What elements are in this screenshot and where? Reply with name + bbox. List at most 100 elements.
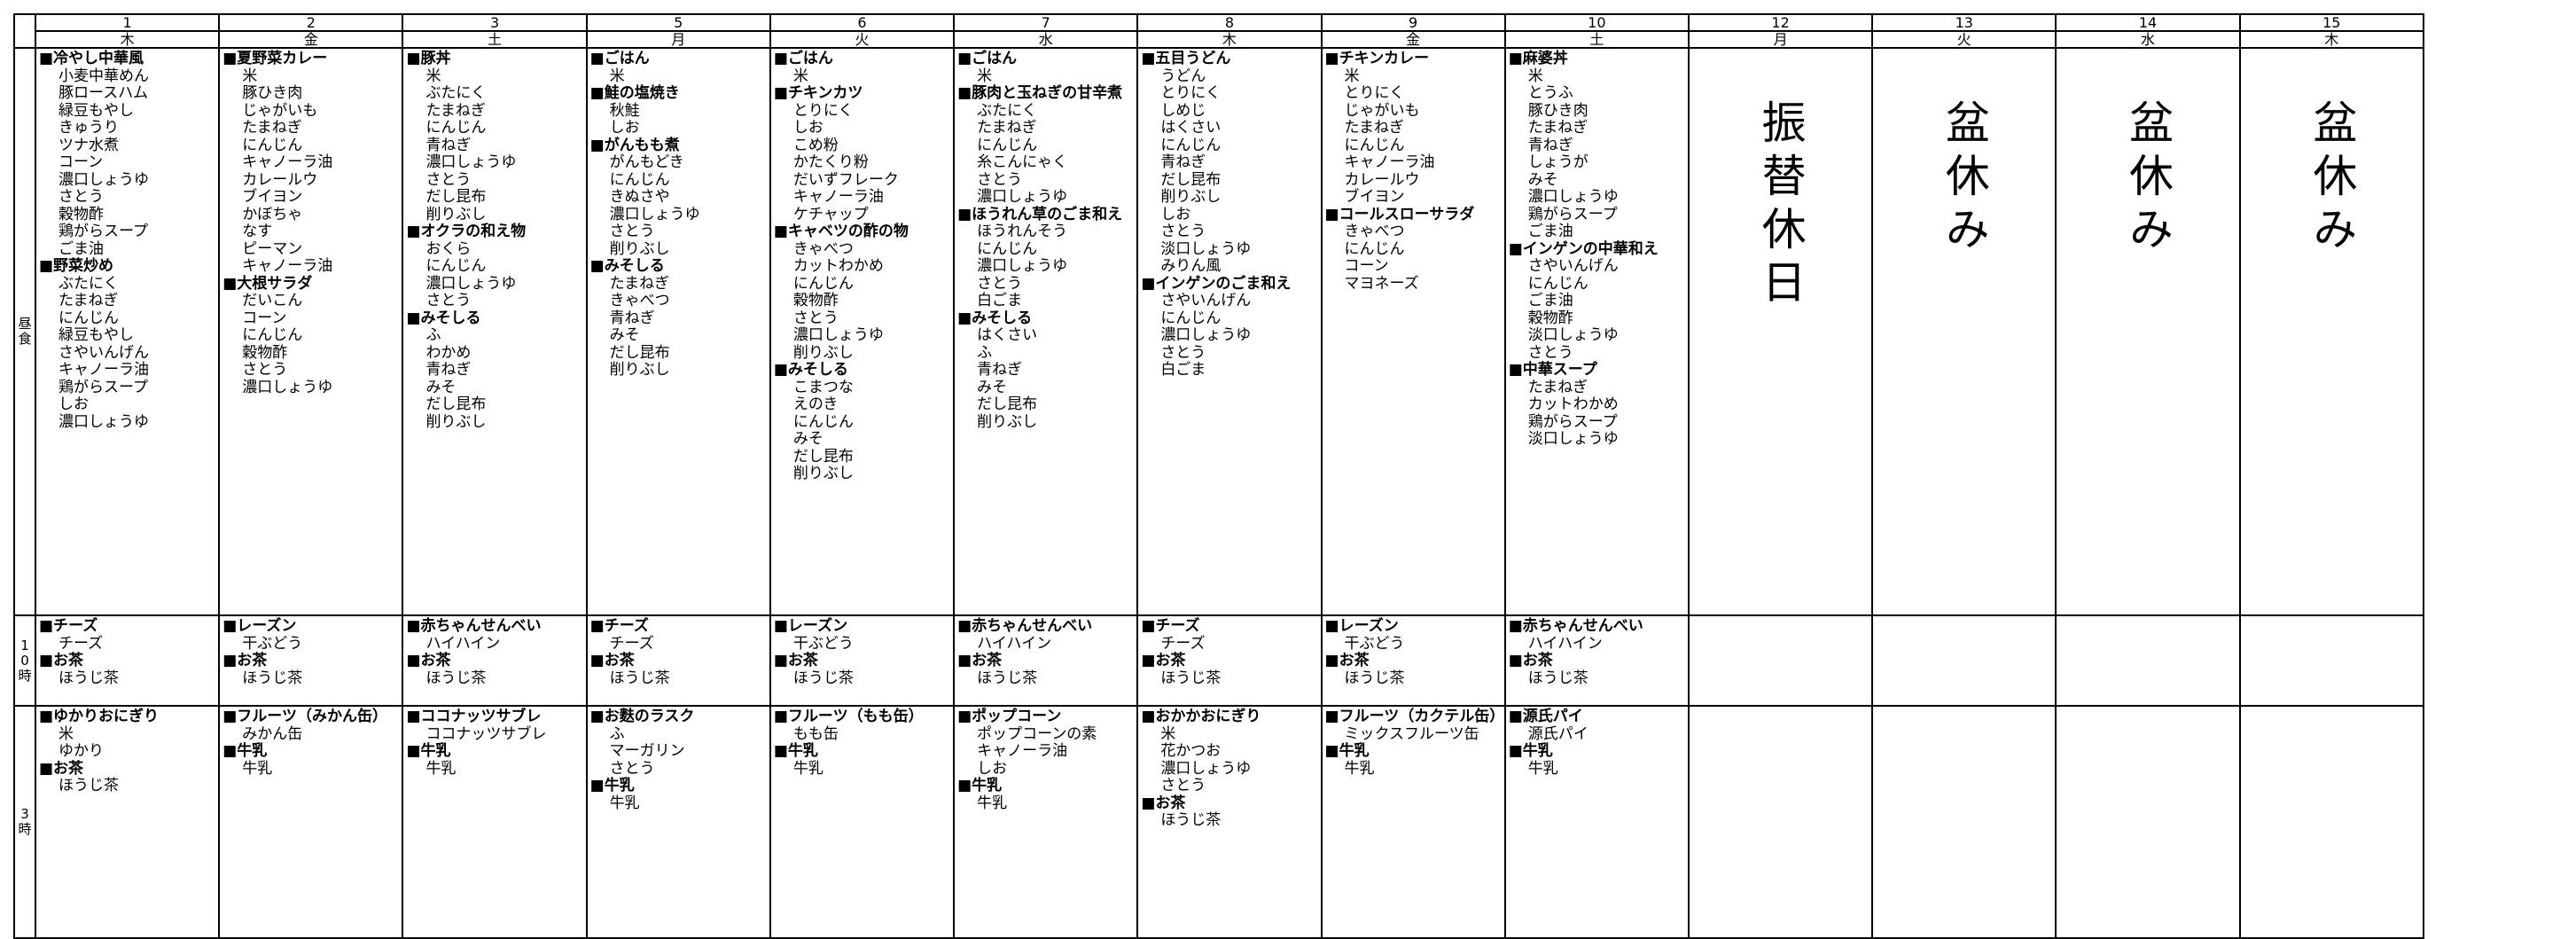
dish-name: ■ほうれん草のごま和え [957, 205, 1123, 223]
ingredient: にんじん [242, 326, 303, 344]
ingredient: たまねぎ [425, 101, 486, 120]
ingredient: ほうじ茶 [425, 669, 487, 687]
corner [13, 13, 36, 49]
weekday: 木 [2238, 30, 2425, 49]
ingredient: ハイハイン [425, 634, 501, 653]
dish-name: ■お茶 [1141, 794, 1186, 812]
holiday-note: 盆休み [1938, 99, 1990, 259]
ingredient: 青ねぎ [425, 361, 472, 379]
ingredient: みそ [609, 326, 640, 344]
am-cell: ■チーズ チーズ ■お茶 ほうじ茶 [34, 614, 221, 707]
ingredient: 米 [1160, 724, 1176, 743]
ingredient: チーズ [59, 634, 104, 653]
ingredient: ハイハイン [977, 634, 1052, 653]
row-label: 昼食 [13, 47, 36, 616]
ingredient: にんじん [1160, 136, 1222, 154]
ingredient: 米 [1527, 67, 1543, 85]
item-list: ■ゆかりおにぎり米ゆかり ■お茶 ほうじ茶 [37, 708, 217, 797]
ingredient: だし昆布 [425, 395, 487, 413]
ingredient: 緑豆もやし [59, 326, 134, 344]
dish-name: ■お麩のラスク [589, 708, 695, 725]
dish-name: ■チーズ [39, 617, 98, 635]
dish-name: ■お茶 [39, 652, 84, 669]
ingredient: キャノーラ油 [977, 742, 1068, 760]
date: 8 [1136, 13, 1323, 32]
ingredient: だし昆布 [1160, 170, 1222, 189]
ingredient: ほうじ茶 [977, 669, 1038, 687]
ingredient: ケチャップ [792, 205, 869, 223]
ingredient: だし昆布 [609, 343, 670, 362]
row-label-text: 昼食 [18, 316, 32, 347]
am-cell: ■赤ちゃんせんべい ハイハイン ■お茶 ほうじ茶 [953, 614, 1139, 707]
weekday: 土 [402, 30, 588, 49]
ingredient: キャノーラ油 [59, 361, 149, 379]
dish-name: ■冷やし中華風 [39, 50, 144, 67]
ingredient: とりにく [1160, 84, 1221, 102]
ingredient: 穀物酢 [1527, 309, 1573, 327]
lunch-cell: ■夏野菜カレー米豚ひき肉 じゃがいも たまねぎ にんじん キャノーラ油 カレールウ ブイヨン… [218, 47, 404, 616]
ingredient: たまねぎ [609, 274, 670, 293]
ingredient: だいこん [242, 292, 303, 309]
date: 5 [585, 13, 771, 32]
ingredient: しお [792, 119, 824, 137]
dish-name: ■チーズ [589, 617, 649, 635]
dish-name: ■みそしる [406, 309, 481, 327]
ingredient: 濃口しょうゆ [977, 188, 1068, 206]
dish-name: ■赤ちゃんせんべい [406, 617, 542, 635]
weekday: 火 [1871, 30, 2057, 49]
ingredient: しお [59, 395, 89, 413]
dish-name: ■ごはん [773, 50, 833, 67]
dish-name: ■牛乳 [773, 742, 818, 760]
date: 15 [2238, 13, 2425, 32]
ingredient: にんじん [609, 170, 670, 189]
item-list: ■チーズ チーズ ■お茶 ほうじ茶 [589, 617, 769, 689]
dish-name: ■牛乳 [589, 777, 635, 794]
ingredient: じゃがいも [1344, 101, 1420, 120]
date: 10 [1503, 13, 1690, 32]
ingredient: ふ [977, 343, 993, 362]
ingredient: みそ [792, 430, 824, 448]
weekday: 木 [1136, 30, 1323, 49]
menu-table: 1 2 3 5 6 7 8 9 10 12 13 14 15 木金土月火水木金土月火水木昼食 ■冷やし中華風… [13, 13, 2425, 939]
ingredient: 米 [242, 67, 258, 85]
ingredient: うどん [1160, 67, 1206, 85]
dish-name: ■お茶 [222, 652, 268, 669]
ingredient: キャノーラ油 [242, 153, 333, 171]
item-list: ■豚丼米ぶたにく たまねぎ にんじん 青ねぎ 濃口しょうゆ さとう だし昆布 削りぶし ■オクラ… [404, 50, 584, 433]
dish-name: ■牛乳 [406, 742, 451, 760]
dish-name: ■鮭の塩焼き [589, 84, 680, 102]
ingredient: さやいんげん [1160, 292, 1252, 309]
ingredient: しょうが [1527, 153, 1589, 171]
holiday-note: 盆休み [2306, 99, 2358, 259]
ingredient: さとう [977, 274, 1023, 293]
date: 9 [1320, 13, 1506, 32]
dish-name: ■豚丼 [406, 50, 451, 67]
date: 12 [1687, 13, 1874, 32]
ingredient: 穀物酢 [59, 205, 104, 223]
ingredient: 牛乳 [242, 759, 273, 778]
ingredient: はくさい [977, 326, 1038, 344]
ingredient: たまねぎ [242, 119, 302, 137]
ingredient: 牛乳 [425, 759, 457, 778]
item-list: ■麻婆丼米とうふ 豚ひき肉 たまねぎ 青ねぎ しょうが みそ 濃口しょうゆ 鶏がらスープ ごま油… [1507, 50, 1687, 450]
ingredient: さとう [1160, 223, 1206, 240]
ingredient: 青ねぎ [1160, 153, 1206, 171]
item-list: ■チキンカレー米とりにく じゃがいも たまねぎ にんじん キャノーラ油 カレールウ ブイヨン… [1323, 50, 1503, 294]
pm-cell: ■フルーツ（もも缶） もも缶 ■牛乳 牛乳 [769, 705, 956, 939]
item-list: ■赤ちゃんせんべい ハイハイン ■お茶 ほうじ茶 [404, 617, 584, 689]
dish-name: ■がんもも煮 [589, 136, 680, 154]
am-cell: ■赤ちゃんせんべい ハイハイン ■お茶 ほうじ茶 [402, 614, 588, 707]
item-list: ■ポップコーン ポップコーンの素 キャノーラ油 しお ■牛乳 牛乳 [956, 708, 1136, 814]
ingredient: にんじん [425, 257, 487, 275]
date: 14 [2055, 13, 2241, 32]
item-list: ■ごはん米 ■チキンカツ とりにく しお こめ粉 かたくり粉 だいずフレーク キャノーラ油 ケチ… [772, 50, 952, 485]
ingredient: たまねぎ [59, 292, 119, 309]
weekday: 水 [2055, 30, 2241, 49]
date: 7 [953, 13, 1139, 32]
ingredient: 米 [792, 67, 808, 85]
dish-name: ■ポップコーン [957, 708, 1062, 725]
lunch-cell: 盆休み [2055, 47, 2241, 616]
ingredient: たまねぎ [1344, 119, 1405, 137]
dish-name: ■レーズン [1324, 617, 1399, 635]
ingredient: さやいんげん [59, 343, 149, 362]
